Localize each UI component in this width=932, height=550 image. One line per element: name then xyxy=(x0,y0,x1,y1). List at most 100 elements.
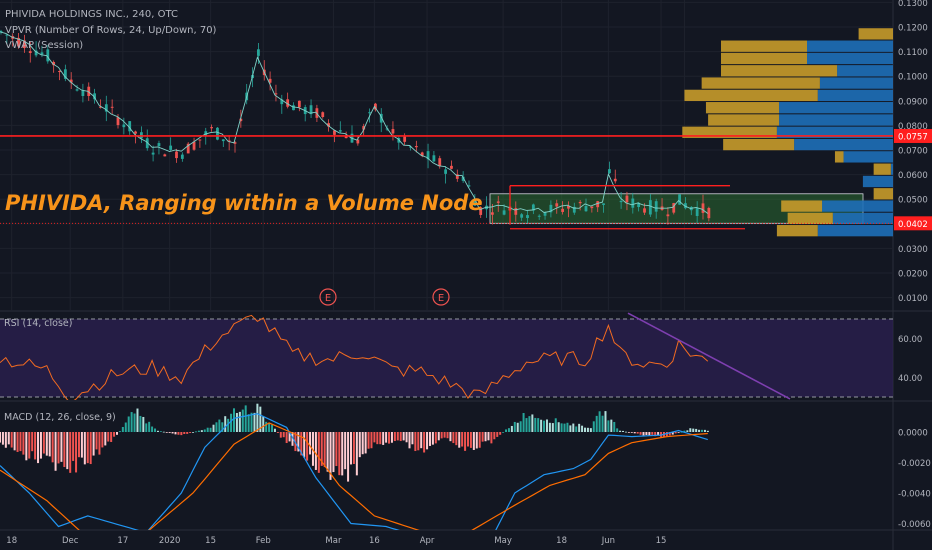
candle-body xyxy=(46,49,50,62)
macd-histogram-bar xyxy=(382,432,385,445)
candle-body xyxy=(374,103,377,110)
macd-histogram-bar xyxy=(113,432,116,437)
time-tick-label: Feb xyxy=(256,536,271,546)
macd-histogram-bar xyxy=(417,432,420,451)
macd-histogram-bar xyxy=(545,419,548,432)
macd-histogram-bar xyxy=(581,425,584,432)
vpvr-up-bar xyxy=(822,200,893,212)
price-pane[interactable] xyxy=(0,0,893,530)
macd-histogram-bar xyxy=(642,432,645,436)
vpvr-up-bar xyxy=(832,212,893,225)
candle-body xyxy=(643,208,646,213)
macd-histogram-bar xyxy=(171,432,174,434)
macd-histogram-bar xyxy=(259,406,262,432)
macd-histogram-bar xyxy=(584,427,586,432)
macd-histogram-bar xyxy=(110,432,113,442)
earnings-marker[interactable]: E xyxy=(432,288,450,306)
macd-histogram-bar xyxy=(80,432,83,458)
candle-body xyxy=(58,71,61,73)
macd-histogram-bar xyxy=(265,421,268,432)
macd-histogram-bar xyxy=(48,432,51,457)
macd-histogram-bar xyxy=(0,432,1,443)
macd-histogram-bar xyxy=(241,409,244,432)
candle-body xyxy=(619,200,623,203)
vpvr-up-bar xyxy=(843,151,893,163)
macd-histogram-bar xyxy=(607,420,610,432)
macd-histogram-bar xyxy=(493,432,496,440)
macd-histogram-bar xyxy=(472,432,475,450)
candle-body xyxy=(368,112,371,114)
candle-body xyxy=(175,151,178,159)
candle-body xyxy=(23,40,26,49)
macd-histogram-bar xyxy=(613,421,616,432)
vpvr-down-bar xyxy=(781,200,823,212)
macd-histogram-bar xyxy=(104,432,107,446)
macd-histogram-bar xyxy=(405,432,408,443)
vpvr-down-bar xyxy=(723,138,795,151)
macd-histogram-bar xyxy=(215,422,218,432)
macd-histogram-bar xyxy=(165,432,168,433)
earnings-label: E xyxy=(325,293,331,304)
macd-histogram-bar xyxy=(455,432,458,446)
macd-histogram-bar xyxy=(180,432,183,436)
macd-histogram-bar xyxy=(317,432,320,473)
macd-histogram-bar xyxy=(686,430,689,432)
macd-histogram-bar xyxy=(326,432,329,472)
macd-histogram-bar xyxy=(636,432,639,434)
macd-histogram-bar xyxy=(92,432,95,456)
macd-histogram-bar xyxy=(572,423,575,432)
macd-histogram-bar xyxy=(677,432,680,433)
candle-body xyxy=(110,106,114,108)
macd-histogram-bar xyxy=(77,432,80,458)
rsi-pane[interactable] xyxy=(0,312,791,403)
macd-histogram-bar xyxy=(19,432,22,452)
candle-body xyxy=(450,165,453,169)
macd-histogram-bar xyxy=(37,432,40,464)
vpvr-up-bar xyxy=(776,126,893,138)
vpvr-down-bar xyxy=(873,163,891,175)
macd-histogram-bar xyxy=(510,425,513,432)
candle-body xyxy=(186,143,190,154)
macd-histogram-bar xyxy=(651,432,654,435)
price-tick-label: 0.0500 xyxy=(898,196,928,206)
macd-histogram-bar xyxy=(151,426,154,432)
macd-histogram-bar xyxy=(39,432,42,459)
macd-histogram-bar xyxy=(57,432,60,464)
candle-body xyxy=(0,31,3,33)
candle-body xyxy=(69,79,73,83)
macd-histogram-bar xyxy=(22,432,25,455)
signal-line xyxy=(0,422,708,530)
macd-histogram-bar xyxy=(423,432,426,453)
candle-body xyxy=(567,205,570,209)
vpvr-up-bar xyxy=(779,102,893,114)
macd-histogram-bar xyxy=(680,431,683,433)
macd-histogram-bar xyxy=(446,432,449,439)
candle-body xyxy=(684,203,687,209)
vpvr-legend: VPVR (Number Of Rows, 24, Up/Down, 70) xyxy=(5,25,217,36)
candle-body xyxy=(134,131,137,134)
macd-histogram-bar xyxy=(402,432,405,441)
macd-histogram-bar xyxy=(569,425,572,432)
macd-histogram-bar xyxy=(323,432,326,468)
candle-body xyxy=(590,206,594,209)
macd-histogram-bar xyxy=(352,432,355,464)
macd-histogram-bar xyxy=(75,432,78,473)
macd-histogram-bar xyxy=(548,422,551,432)
macd-histogram-bar xyxy=(297,432,300,452)
macd-histogram-bar xyxy=(443,432,446,438)
earnings-marker[interactable]: E xyxy=(319,288,337,306)
macd-histogram-bar xyxy=(665,432,668,437)
candle-body xyxy=(362,126,366,130)
macd-pane[interactable] xyxy=(0,403,709,539)
rsi-tick-label: 60.00 xyxy=(898,335,922,345)
vpvr-down-bar xyxy=(721,40,807,52)
macd-histogram-bar xyxy=(118,431,121,432)
macd-histogram-bar xyxy=(516,422,519,432)
annotation-text: PHIVIDA, Ranging within a Volume Node xyxy=(5,191,483,215)
macd-histogram-bar xyxy=(630,432,633,433)
vpvr-up-bar xyxy=(890,163,893,175)
macd-histogram-bar xyxy=(28,432,31,459)
macd-histogram-bar xyxy=(142,416,145,432)
candle-body xyxy=(280,99,284,105)
